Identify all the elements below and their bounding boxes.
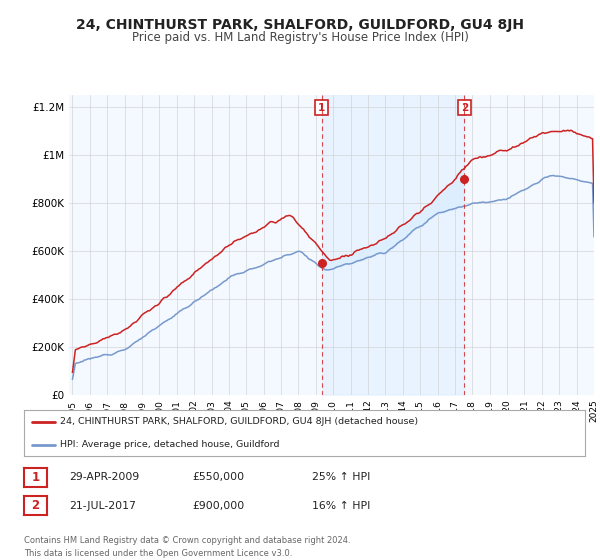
Text: 24, CHINTHURST PARK, SHALFORD, GUILDFORD, GU4 8JH: 24, CHINTHURST PARK, SHALFORD, GUILDFORD…: [76, 18, 524, 32]
Text: 1: 1: [31, 470, 40, 484]
Text: £900,000: £900,000: [192, 501, 244, 511]
Text: 24, CHINTHURST PARK, SHALFORD, GUILDFORD, GU4 8JH (detached house): 24, CHINTHURST PARK, SHALFORD, GUILDFORD…: [61, 417, 419, 426]
Text: 2: 2: [31, 499, 40, 512]
Text: 29-APR-2009: 29-APR-2009: [69, 472, 139, 482]
Text: 25% ↑ HPI: 25% ↑ HPI: [312, 472, 370, 482]
Text: Price paid vs. HM Land Registry's House Price Index (HPI): Price paid vs. HM Land Registry's House …: [131, 31, 469, 44]
Text: 21-JUL-2017: 21-JUL-2017: [69, 501, 136, 511]
Text: Contains HM Land Registry data © Crown copyright and database right 2024.
This d: Contains HM Land Registry data © Crown c…: [24, 536, 350, 558]
Text: HPI: Average price, detached house, Guildford: HPI: Average price, detached house, Guil…: [61, 440, 280, 450]
Text: 1: 1: [318, 102, 325, 113]
Text: £550,000: £550,000: [192, 472, 244, 482]
Text: 2: 2: [461, 102, 468, 113]
Text: 16% ↑ HPI: 16% ↑ HPI: [312, 501, 370, 511]
